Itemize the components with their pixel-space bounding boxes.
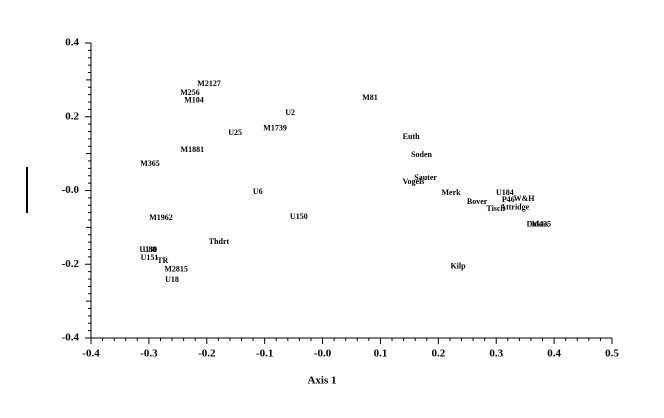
point-label: Tisch — [486, 204, 505, 213]
point-label: M1739 — [263, 124, 287, 133]
point-label: U25 — [228, 128, 242, 137]
point-label: M1962 — [149, 213, 173, 222]
point-label: U18 — [165, 275, 179, 284]
point-label: Bover — [467, 197, 488, 206]
x-tick-label: -0.4 — [82, 348, 100, 360]
x-tick-label: -0.2 — [198, 348, 216, 360]
point-label: Thdrt — [209, 237, 230, 246]
x-tick-label: -0.1 — [256, 348, 273, 360]
point-label: M2815 — [164, 265, 188, 274]
point-label: W&H — [514, 194, 536, 203]
point-label: Merk — [442, 188, 462, 197]
y-tick-label: -0.2 — [62, 258, 80, 270]
x-tick-label: -0.0 — [314, 348, 332, 360]
point-label: Euth — [403, 132, 420, 141]
y-tick-label: 0.4 — [65, 37, 79, 49]
point-label: U150 — [290, 212, 308, 221]
point-label: U184 — [496, 188, 514, 197]
point-label: M1881 — [181, 145, 205, 154]
x-axis-label: Axis 1 — [307, 375, 336, 387]
point-label: TR — [157, 256, 168, 265]
y-tick-label: -0.0 — [62, 184, 80, 196]
point-label: U151 — [141, 253, 159, 262]
point-label: Vogels — [402, 177, 424, 186]
point-label: U2 — [285, 108, 295, 117]
x-tick-label: 0.2 — [431, 348, 445, 360]
x-tick-label: 0.3 — [489, 348, 503, 360]
point-label: M256 — [180, 88, 200, 97]
point-label: M365 — [140, 159, 160, 168]
x-tick-label: 0.5 — [605, 348, 619, 360]
point-label: M104 — [184, 96, 204, 105]
point-label: U130 — [139, 245, 157, 254]
point-label: U6 — [253, 187, 263, 196]
point-label: Soden — [411, 150, 432, 159]
point-label: M425 — [532, 220, 552, 229]
x-tick-label: 0.4 — [547, 348, 561, 360]
y-tick-label: 0.2 — [65, 110, 79, 122]
x-tick-label: 0.1 — [374, 348, 388, 360]
point-label: P46 — [502, 195, 515, 204]
point-label: Sauter — [414, 173, 437, 182]
point-label: Dukes — [527, 220, 548, 229]
point-label: Kilp — [450, 262, 466, 271]
point-label: U88 — [143, 245, 157, 254]
x-tick-label: -0.3 — [140, 348, 158, 360]
point-label: M2127 — [197, 79, 221, 88]
point-label: M81 — [362, 93, 378, 102]
y-tick-label: -0.4 — [62, 332, 80, 344]
point-label: Attridge — [500, 203, 529, 212]
